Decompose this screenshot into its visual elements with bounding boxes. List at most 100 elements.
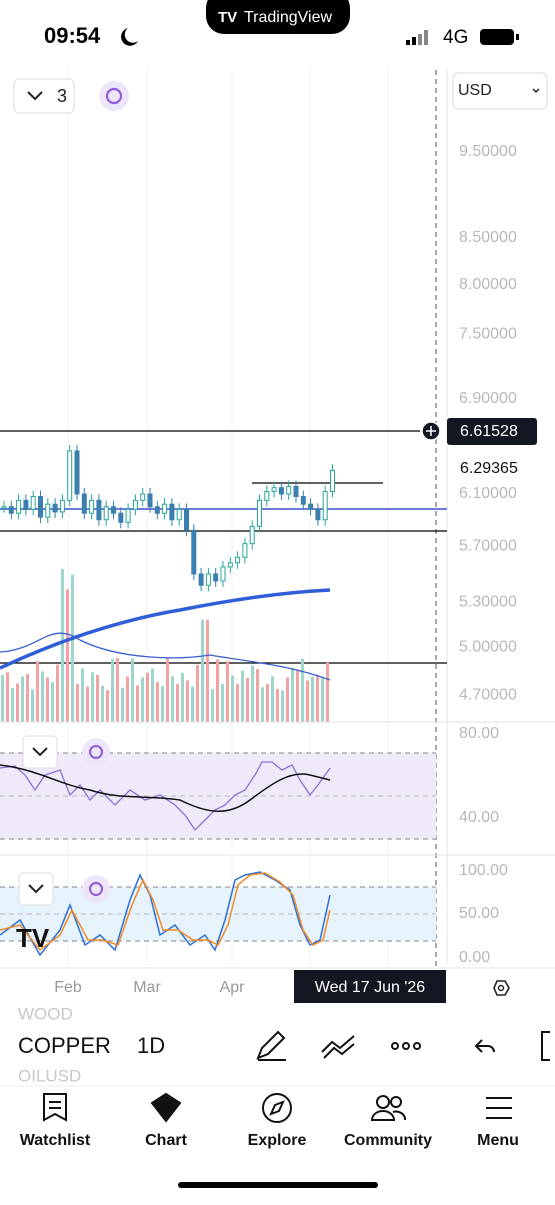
time-axis: Feb Mar Apr	[54, 979, 245, 996]
volume-bar	[241, 670, 244, 722]
volume-bar	[96, 674, 99, 722]
volume-bar	[256, 669, 259, 722]
volume-bar	[176, 683, 179, 722]
candle	[140, 493, 146, 501]
volume-bar	[266, 684, 269, 722]
candle	[293, 485, 299, 498]
pill-logo: TV	[218, 9, 237, 26]
volume-bar	[106, 690, 109, 722]
tab-label[interactable]: Menu	[477, 1132, 519, 1149]
volume-bar	[271, 676, 274, 722]
chart-icon	[150, 1092, 182, 1123]
volume-bar	[281, 690, 284, 722]
tab-label[interactable]: Explore	[248, 1132, 307, 1149]
community-icon	[390, 1096, 402, 1108]
volume-bar	[86, 686, 89, 722]
volume-bar	[181, 672, 184, 722]
volume-bar	[126, 676, 129, 722]
pill-title: TradingView	[244, 9, 332, 26]
more-button[interactable]	[391, 1042, 421, 1050]
prev-symbol[interactable]: WOOD	[18, 1004, 73, 1023]
sync-button[interactable]	[99, 81, 129, 111]
volume-bar	[41, 671, 44, 722]
price-tick-label: 4.70000	[459, 686, 517, 703]
candle	[1, 506, 7, 509]
volume-bar	[201, 619, 204, 722]
indicator-axis: 80.00 40.00 100.00 50.00 0.00	[459, 725, 508, 966]
rsi-line	[0, 761, 331, 832]
crosshair-price-tag	[447, 418, 537, 445]
candle	[257, 499, 262, 527]
candle	[227, 562, 233, 568]
volume-bar	[31, 689, 34, 722]
price-tick-label: 5.70000	[459, 538, 517, 555]
indicators-button[interactable]	[321, 1035, 355, 1059]
moving-average	[0, 588, 331, 670]
candle	[96, 499, 102, 521]
sync-icon	[89, 745, 103, 759]
candle	[249, 525, 255, 545]
stoch-tick-label: 100.00	[459, 862, 508, 879]
candle	[300, 496, 306, 505]
undo-button[interactable]	[474, 1039, 495, 1053]
candle	[271, 487, 277, 492]
candle	[169, 503, 175, 521]
next-symbol[interactable]: OILUSD	[18, 1066, 81, 1085]
volume-bar	[226, 661, 229, 722]
community-icon	[370, 1110, 406, 1121]
tab-label[interactable]: Chart	[145, 1132, 187, 1149]
sync-button[interactable]	[82, 738, 110, 766]
volume-bars	[1, 568, 329, 722]
candle	[23, 499, 29, 510]
candle	[308, 503, 314, 510]
volume-bar	[306, 680, 309, 722]
volume-bar	[206, 619, 209, 722]
volume-bar	[121, 687, 124, 722]
candle	[154, 506, 160, 514]
volume-bar	[71, 574, 74, 722]
watermark-logo: TV	[16, 923, 50, 953]
volume-bar	[11, 687, 14, 722]
candle	[89, 499, 95, 514]
candle	[176, 508, 182, 521]
symbol[interactable]: COPPER	[18, 1033, 111, 1058]
crosshair-date-tag	[294, 970, 446, 1003]
volume-bar	[81, 668, 84, 722]
chevron	[28, 884, 44, 894]
volume-bar	[111, 659, 114, 722]
layout-button[interactable]	[13, 78, 75, 114]
pane-collapse[interactable]	[22, 735, 58, 769]
volume-bar	[161, 686, 164, 722]
candle	[315, 508, 321, 521]
candle	[330, 469, 335, 492]
moon-icon	[121, 28, 138, 46]
status-time: 09:54	[44, 23, 101, 48]
candle	[67, 450, 73, 501]
currency-select[interactable]	[452, 72, 548, 110]
volume-bar	[46, 677, 49, 722]
compass-needle	[269, 1100, 285, 1116]
tab-label[interactable]: Community	[344, 1132, 432, 1149]
last-price: 6.29365	[460, 460, 518, 477]
candle	[52, 503, 58, 513]
tab-label[interactable]: Watchlist	[20, 1132, 91, 1149]
price-tick-label: 6.10000	[459, 485, 517, 502]
battery-icon	[480, 29, 514, 45]
candle	[38, 496, 43, 518]
volume-bar	[51, 682, 54, 722]
interval[interactable]: 1D	[137, 1033, 165, 1058]
draw-button[interactable]	[256, 1030, 286, 1061]
candle	[30, 496, 36, 510]
volume-bar	[261, 687, 264, 722]
fullscreen-button[interactable]	[541, 1031, 550, 1061]
sync-button[interactable]	[82, 875, 110, 903]
currency-chevron	[532, 88, 540, 94]
pane-collapse[interactable]	[18, 872, 54, 906]
volume-bar	[66, 589, 69, 722]
price-axis: 9.50000 8.50000 8.00000 7.50000 6.90000 6.100…	[459, 143, 517, 703]
candle	[125, 508, 131, 523]
volume-bar	[21, 676, 24, 722]
settings-button[interactable]	[493, 980, 510, 996]
price-tick-label: 5.00000	[459, 639, 517, 656]
price-tick-label: 8.00000	[459, 276, 517, 293]
